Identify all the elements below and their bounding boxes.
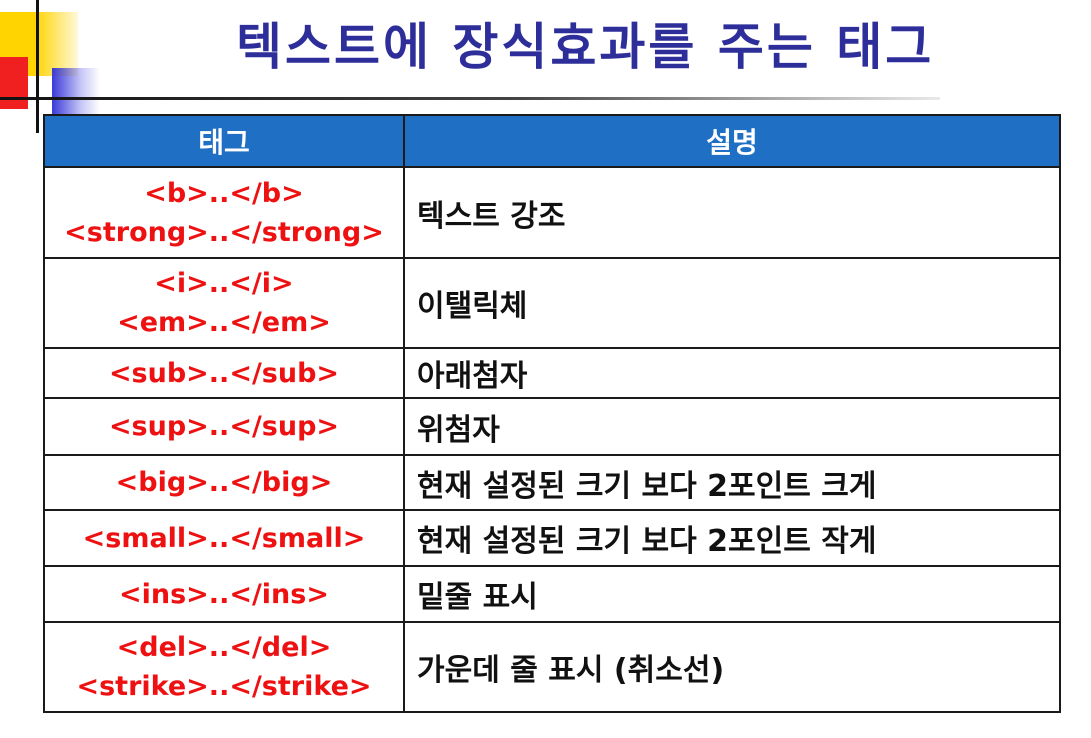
table-row: <del>..</del> <strike>..</strike> 가운데 줄 … xyxy=(43,621,1061,713)
table-row: <ins>..</ins> 밑줄 표시 xyxy=(43,565,1061,623)
tag-text: <strong>..</strong> xyxy=(64,216,384,248)
tag-text: <em>..</em> xyxy=(117,307,331,338)
header-description: 설명 xyxy=(403,114,1061,168)
tag-text: <sub>..</sub> xyxy=(108,357,340,389)
tag-cell: <del>..</del> <strike>..</strike> xyxy=(43,621,405,713)
header-tag: 태그 xyxy=(43,114,405,168)
decor-red-square xyxy=(0,57,28,109)
description-cell: 이탤릭체 xyxy=(403,257,1061,349)
decor-vertical-line xyxy=(36,0,39,133)
tag-table: 태그 설명 <b>..</b> <strong>..</strong> 텍스트 … xyxy=(43,114,1061,713)
tag-cell: <i>..</i> <em>..</em> xyxy=(43,257,405,349)
description-cell: 가운데 줄 표시 (취소선) xyxy=(403,621,1061,713)
tag-cell: <sup>..</sup> xyxy=(43,397,405,456)
description-cell: 현재 설정된 크기 보다 2포인트 크게 xyxy=(403,454,1061,511)
tag-text: <big>..</big> xyxy=(115,467,333,498)
tag-cell: <ins>..</ins> xyxy=(43,565,405,623)
table-row: <big>..</big> 현재 설정된 크기 보다 2포인트 크게 xyxy=(43,454,1061,511)
tag-cell: <small>..</small> xyxy=(43,509,405,567)
table-row: <i>..</i> <em>..</em> 이탤릭체 xyxy=(43,257,1061,349)
tag-text: <del>..</del> xyxy=(116,632,332,663)
tag-text: <ins>..</ins> xyxy=(119,578,329,610)
slide-title: 텍스트에 장식효과를 주는 태그 xyxy=(236,18,935,76)
description-cell: 텍스트 강조 xyxy=(403,166,1061,259)
table-row: <sup>..</sup> 위첨자 xyxy=(43,397,1061,456)
tag-cell: <sub>..</sub> xyxy=(43,347,405,399)
table-row: <small>..</small> 현재 설정된 크기 보다 2포인트 작게 xyxy=(43,509,1061,567)
table-header-row: 태그 설명 xyxy=(43,114,1061,168)
table-row: <b>..</b> <strong>..</strong> 텍스트 강조 xyxy=(43,166,1061,259)
tag-text: <i>..</i> xyxy=(154,268,294,299)
description-cell: 현재 설정된 크기 보다 2포인트 작게 xyxy=(403,509,1061,567)
tag-text: <strike>..</strike> xyxy=(76,671,372,702)
tag-text: <small>..</small> xyxy=(82,522,366,554)
tag-cell: <big>..</big> xyxy=(43,454,405,511)
description-cell: 아래첨자 xyxy=(403,347,1061,399)
description-cell: 밑줄 표시 xyxy=(403,565,1061,623)
table-row: <sub>..</sub> 아래첨자 xyxy=(43,347,1061,399)
decor-horizontal-line xyxy=(0,97,940,100)
decor-blue-square xyxy=(52,68,100,114)
tag-text: <b>..</b> xyxy=(144,177,304,209)
tag-text: <sup>..</sup> xyxy=(108,411,340,442)
tag-cell: <b>..</b> <strong>..</strong> xyxy=(43,166,405,259)
description-cell: 위첨자 xyxy=(403,397,1061,456)
